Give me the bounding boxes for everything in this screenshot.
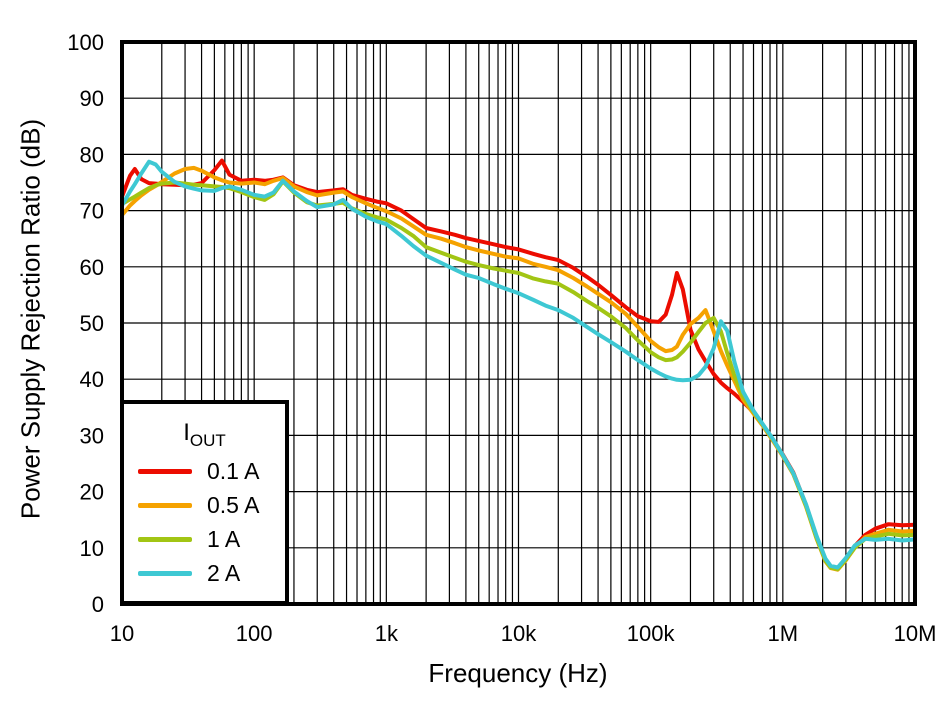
legend-swatch <box>138 502 192 508</box>
legend-title: IOUT <box>183 419 226 450</box>
y-axis-title: Power Supply Rejection Ratio (dB) <box>15 118 46 520</box>
y-tick-label: 50 <box>80 311 104 336</box>
x-axis-title: Frequency (Hz) <box>428 658 608 688</box>
y-tick-label: 70 <box>80 199 104 224</box>
x-tick-label: 10 <box>110 621 134 646</box>
legend-item: 2 A <box>124 557 285 590</box>
legend-swatch <box>138 570 192 576</box>
y-tick-label: 0 <box>92 592 104 617</box>
curve-2-a <box>120 159 917 570</box>
y-tick-label: 60 <box>80 255 104 280</box>
legend-item: 0.5 A <box>124 489 285 522</box>
legend-swatch <box>138 468 192 474</box>
y-tick-label: 30 <box>80 423 104 448</box>
x-tick-label: 100 <box>236 621 273 646</box>
legend-item-label: 1 A <box>207 525 241 552</box>
plot-border <box>120 40 917 606</box>
legend-item: 0.1 A <box>124 455 285 488</box>
y-tick-label: 20 <box>80 480 104 505</box>
x-tick-label: 1k <box>375 621 399 646</box>
y-tick-label: 40 <box>80 367 104 392</box>
x-tick-label: 1M <box>768 621 799 646</box>
x-tick-label: 100k <box>627 621 676 646</box>
legend: IOUT 0.1 A 0.5 A 1 A 2 A <box>120 400 289 605</box>
grid-lines <box>121 41 915 605</box>
legend-item-label: 0.1 A <box>207 457 260 484</box>
x-tick-label: 10M <box>894 621 937 646</box>
y-tick-label: 100 <box>67 30 104 55</box>
y-tick-label: 10 <box>80 536 104 561</box>
legend-item-label: 2 A <box>207 559 241 586</box>
x-tick-label: 10k <box>501 621 537 646</box>
legend-item: 1 A <box>124 523 285 556</box>
legend-swatch <box>138 536 192 542</box>
y-tick-label: 80 <box>80 142 104 167</box>
legend-item-label: 0.5 A <box>207 491 260 518</box>
y-tick-label: 90 <box>80 86 104 111</box>
